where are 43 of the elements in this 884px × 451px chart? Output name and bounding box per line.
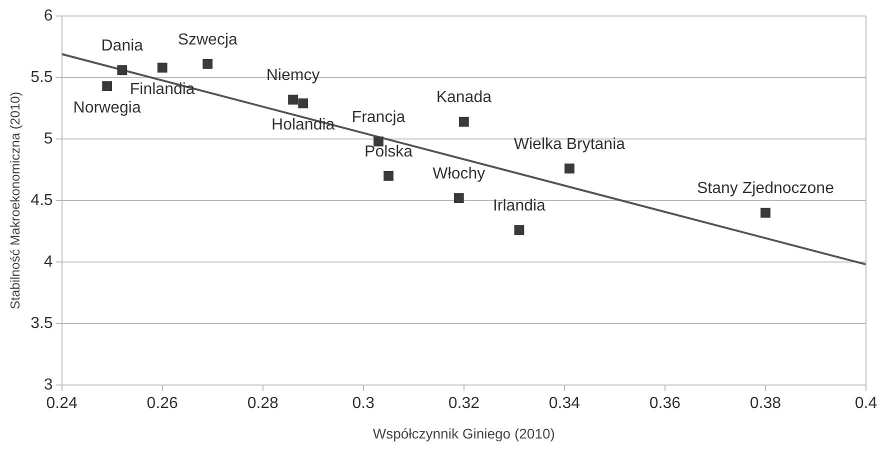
point xyxy=(760,208,770,218)
point xyxy=(202,59,213,69)
x-tick-label: 0.3 xyxy=(352,395,375,412)
y-tick-label: 4.5 xyxy=(30,192,53,209)
annotation: Włochy xyxy=(432,165,486,182)
point xyxy=(102,81,112,92)
x-tick-label: 0.36 xyxy=(649,395,681,412)
point xyxy=(117,65,128,76)
point xyxy=(157,62,168,73)
x-tick-label: 0.26 xyxy=(146,395,178,412)
y-axis-title: Stabilność Makroekonomiczna (2010) xyxy=(7,92,22,310)
x-tick-label: 0.4 xyxy=(854,395,878,412)
point xyxy=(384,170,394,181)
annotation: Polska xyxy=(364,143,413,160)
x-tick-label: 0.34 xyxy=(548,395,580,412)
point xyxy=(454,193,464,203)
x-tick-label: 0.28 xyxy=(247,395,279,412)
y-tick-label: 5 xyxy=(44,130,53,148)
annotation: Szwecja xyxy=(178,31,238,48)
point xyxy=(564,164,574,174)
annotation: Stany Zjednoczone xyxy=(696,180,834,198)
annotation: Niemcy xyxy=(266,67,320,84)
annotation: Norwegia xyxy=(73,100,141,117)
annotation: Kanada xyxy=(436,89,492,106)
annotation: Irlandia xyxy=(492,197,546,214)
point xyxy=(298,98,308,108)
annotation: Holandia xyxy=(272,116,335,134)
annotation: Wielka Brytania xyxy=(514,136,626,153)
y-tick-label: 3 xyxy=(44,376,53,394)
point xyxy=(514,225,524,235)
x-tick-label: 0.24 xyxy=(46,395,78,412)
x-tick-label: 0.38 xyxy=(750,395,782,412)
annotation: Dania xyxy=(101,38,144,55)
x-tick-label: 0.32 xyxy=(448,395,480,412)
x-axis-title: Współczynnik Giniego (2010) xyxy=(372,425,555,442)
y-tick-label: 5.5 xyxy=(30,68,53,86)
y-tick-label: 6 xyxy=(44,7,53,24)
annotation: Finlandia xyxy=(130,81,195,98)
y-tick-label: 4 xyxy=(44,253,53,270)
point xyxy=(458,116,469,127)
annotation: Francja xyxy=(352,108,406,126)
y-tick-label: 3.5 xyxy=(30,314,53,332)
point xyxy=(288,94,298,105)
